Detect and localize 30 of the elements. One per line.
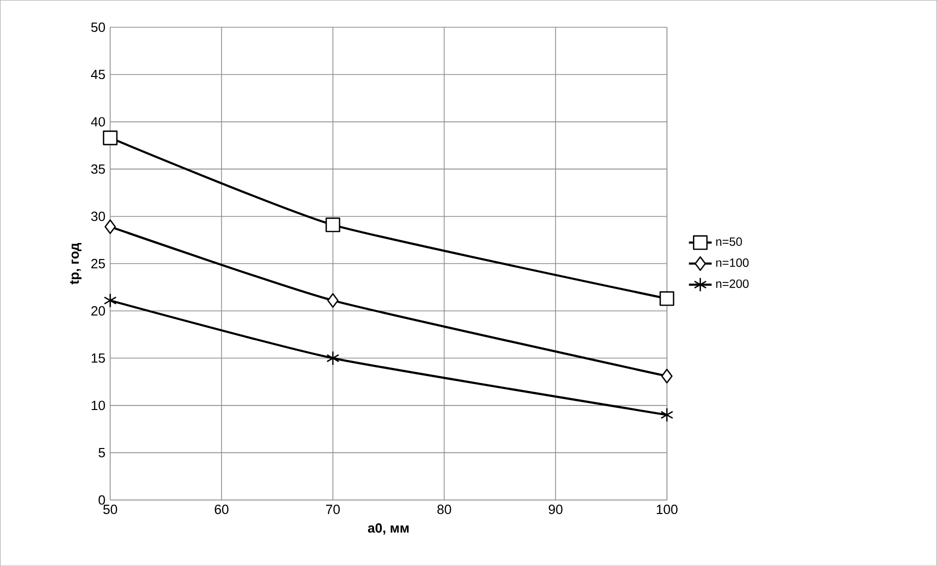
point — [327, 293, 339, 308]
y-tick-label: 30 — [91, 212, 105, 221]
y-tick-label: 35 — [91, 164, 105, 174]
y-tick-label: 5 — [98, 448, 105, 458]
x-tick-label: 60 — [214, 504, 228, 514]
y-axis-title: tр, год — [70, 242, 82, 284]
point — [661, 368, 673, 384]
x-tick-label: 100 — [656, 504, 678, 514]
x-tick-label: 70 — [326, 504, 340, 514]
y-tick-label: 50 — [91, 22, 105, 32]
point — [660, 291, 674, 306]
point — [326, 217, 340, 232]
y-tick-label: 25 — [91, 258, 105, 268]
y-tick-label: 15 — [92, 353, 105, 363]
legend-label: n=50 — [716, 237, 742, 246]
legend-label: n=200 — [716, 279, 749, 288]
point — [326, 350, 340, 366]
point — [104, 219, 116, 234]
y-tick-label: 0 — [98, 495, 105, 505]
x-tick-label: 80 — [437, 504, 452, 514]
point — [102, 130, 118, 146]
y-tick-label: 10 — [92, 400, 105, 410]
y-tick-label: 40 — [90, 116, 105, 126]
x-axis-title: a0, мм — [368, 523, 409, 535]
y-tick-label: 45 — [90, 70, 105, 80]
point — [660, 407, 674, 422]
point — [104, 293, 117, 308]
legend-label: n=100 — [716, 258, 749, 267]
y-tick-label: 20 — [91, 306, 105, 316]
x-tick-label: 90 — [548, 504, 562, 514]
